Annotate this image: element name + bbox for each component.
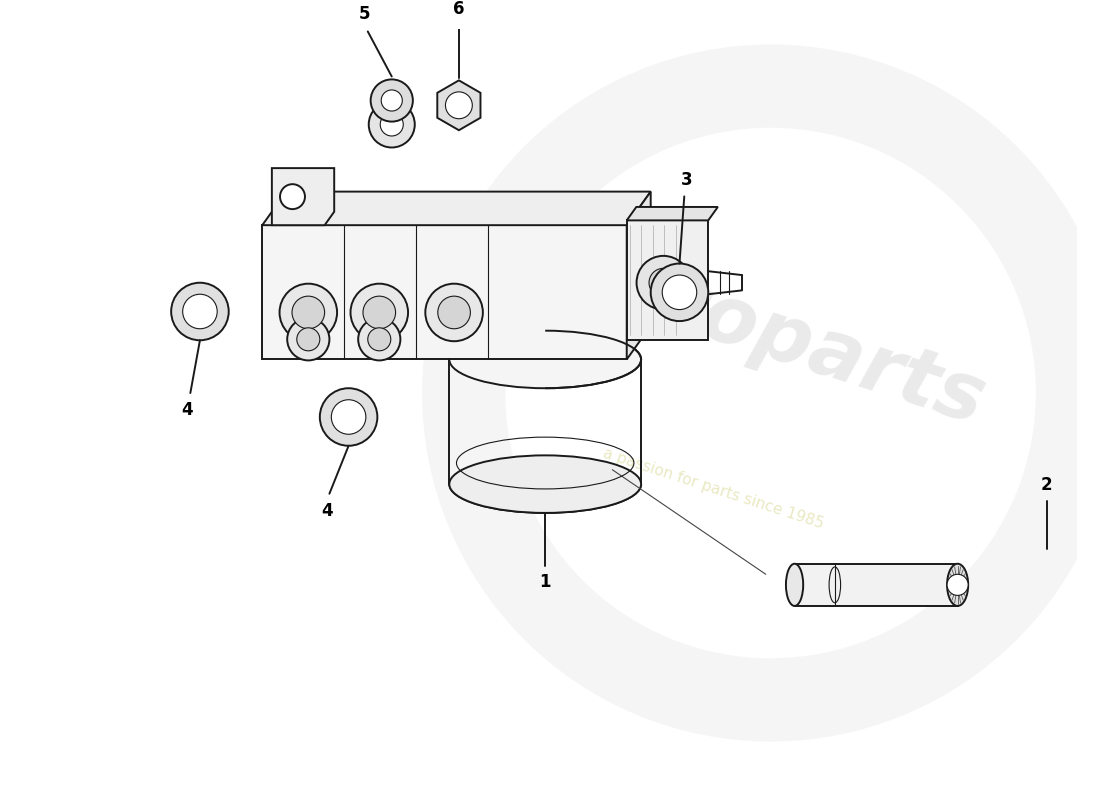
Circle shape xyxy=(947,574,968,595)
Ellipse shape xyxy=(449,455,641,513)
Circle shape xyxy=(438,296,471,329)
Polygon shape xyxy=(627,207,718,220)
Text: 3: 3 xyxy=(681,171,692,189)
Text: 2: 2 xyxy=(1041,476,1053,494)
Circle shape xyxy=(297,328,320,351)
Circle shape xyxy=(359,318,400,361)
Polygon shape xyxy=(438,80,481,130)
Text: 5: 5 xyxy=(359,5,371,23)
Circle shape xyxy=(651,263,708,321)
Polygon shape xyxy=(627,192,651,359)
Circle shape xyxy=(363,296,396,329)
Circle shape xyxy=(279,284,337,342)
Circle shape xyxy=(172,282,229,340)
Circle shape xyxy=(292,296,324,329)
Circle shape xyxy=(371,79,412,122)
Circle shape xyxy=(367,328,390,351)
Polygon shape xyxy=(272,168,334,225)
Circle shape xyxy=(426,284,483,342)
Text: 1: 1 xyxy=(539,573,551,591)
Text: a passion for parts since 1985: a passion for parts since 1985 xyxy=(601,446,825,532)
Text: 4: 4 xyxy=(182,402,194,419)
Circle shape xyxy=(637,256,691,310)
Bar xyxy=(794,564,958,606)
Circle shape xyxy=(351,284,408,342)
Polygon shape xyxy=(627,220,708,340)
Circle shape xyxy=(368,102,415,147)
Ellipse shape xyxy=(785,564,803,606)
Ellipse shape xyxy=(449,330,641,388)
Circle shape xyxy=(662,275,696,310)
Text: 4: 4 xyxy=(321,502,333,520)
Polygon shape xyxy=(262,225,627,359)
Circle shape xyxy=(320,388,377,446)
Circle shape xyxy=(183,294,217,329)
Circle shape xyxy=(280,184,305,209)
Circle shape xyxy=(381,113,404,136)
Circle shape xyxy=(382,90,403,111)
Ellipse shape xyxy=(947,564,968,606)
Circle shape xyxy=(649,268,678,297)
Circle shape xyxy=(446,92,472,118)
Circle shape xyxy=(287,318,329,361)
Circle shape xyxy=(331,400,366,434)
Polygon shape xyxy=(262,192,651,225)
Text: europarts: europarts xyxy=(547,230,994,442)
Text: 6: 6 xyxy=(453,0,464,18)
